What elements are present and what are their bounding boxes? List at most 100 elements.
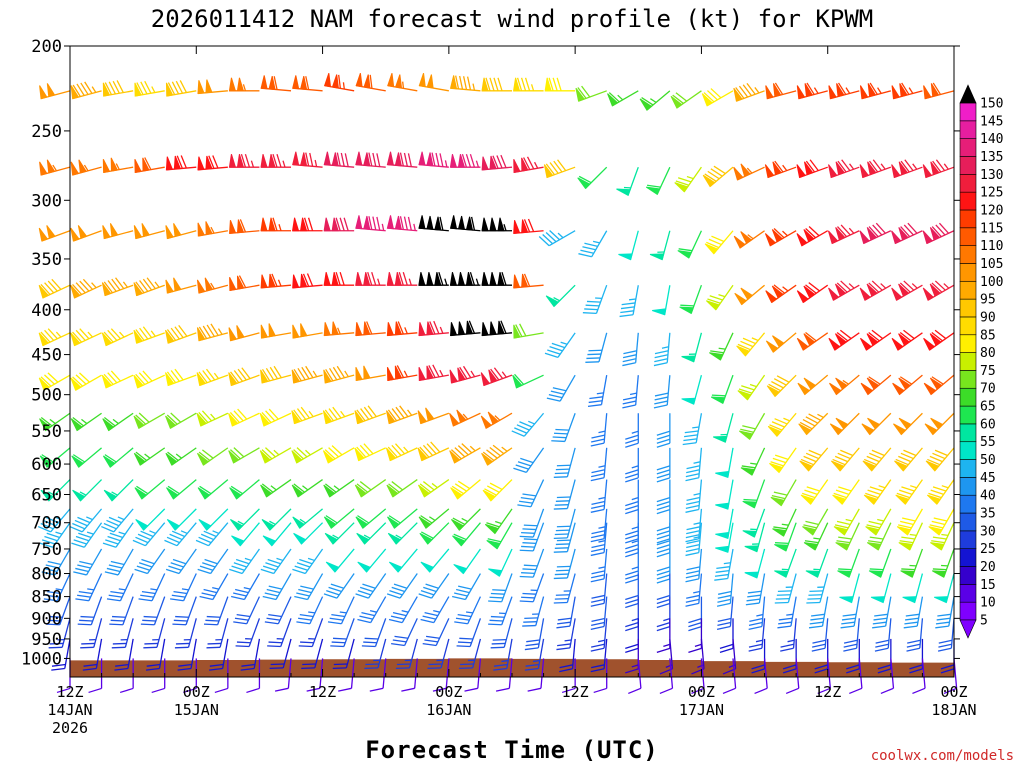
barb-half-flag bbox=[564, 639, 572, 642]
barb-staff bbox=[571, 638, 576, 669]
wind-barb bbox=[863, 479, 892, 505]
barb-full-flag bbox=[656, 621, 671, 628]
barb-half-flag bbox=[598, 540, 606, 543]
barb-pennant bbox=[165, 279, 174, 294]
barb-full-flag bbox=[906, 643, 921, 648]
barb-pennant bbox=[457, 272, 466, 286]
barb-pennant bbox=[740, 467, 756, 476]
barb-pennant bbox=[260, 274, 268, 289]
x-axis-label: Forecast Time (UTC) bbox=[365, 736, 659, 764]
barb-full-flag bbox=[292, 568, 306, 575]
wind-barb bbox=[912, 658, 926, 695]
barb-half-flag bbox=[718, 293, 726, 298]
barb-full-flag bbox=[331, 641, 346, 644]
wind-barb bbox=[233, 596, 261, 625]
barb-full-flag bbox=[174, 646, 189, 649]
barb-full-flag bbox=[719, 647, 734, 653]
barb-full-flag bbox=[488, 623, 502, 626]
barb-full-flag bbox=[75, 567, 89, 573]
barb-full-flag bbox=[489, 482, 503, 491]
barb-full-flag bbox=[520, 457, 534, 464]
barb-full-flag bbox=[268, 614, 282, 618]
wind-barb bbox=[656, 479, 671, 515]
barb-full-flag bbox=[459, 637, 473, 640]
wind-barb bbox=[355, 365, 386, 382]
barb-pennant bbox=[712, 435, 728, 443]
barb-pennant bbox=[387, 532, 402, 545]
barb-pennant bbox=[196, 279, 206, 294]
barb-full-flag bbox=[363, 443, 374, 455]
barb-half-flag bbox=[308, 611, 316, 614]
barb-full-flag bbox=[515, 324, 523, 337]
barb-full-flag bbox=[119, 687, 134, 694]
wind-barb bbox=[70, 328, 102, 347]
wind-barb bbox=[866, 522, 892, 551]
barb-pennant bbox=[300, 76, 308, 90]
barb-pennant bbox=[386, 151, 395, 166]
barb-staff bbox=[309, 596, 324, 625]
barb-full-flag bbox=[268, 408, 279, 420]
barb-full-flag bbox=[553, 476, 568, 478]
wind-barb bbox=[551, 413, 576, 443]
barb-pennant bbox=[803, 161, 814, 176]
barb-full-flag bbox=[296, 621, 310, 625]
barb-staff bbox=[404, 618, 418, 646]
wind-barb bbox=[165, 325, 197, 344]
barb-full-flag bbox=[73, 571, 87, 576]
wind-barb bbox=[798, 412, 829, 436]
barb-pennant bbox=[772, 161, 782, 176]
wind-barb bbox=[590, 596, 608, 630]
barb-full-flag bbox=[905, 613, 920, 617]
colorbar-tick-label: 145 bbox=[980, 114, 1003, 129]
barb-full-flag bbox=[206, 324, 215, 337]
wind-barb bbox=[133, 370, 165, 389]
barb-half-flag bbox=[217, 328, 223, 335]
barb-full-flag bbox=[805, 284, 817, 294]
barb-full-flag bbox=[656, 465, 671, 471]
wind-barb bbox=[737, 374, 766, 401]
barb-half-flag bbox=[912, 163, 918, 170]
wind-barb bbox=[39, 159, 71, 176]
wind-barb bbox=[811, 618, 829, 652]
wind-barb bbox=[482, 479, 513, 502]
barb-full-flag bbox=[898, 524, 912, 529]
wind-barb bbox=[480, 367, 513, 387]
barb-full-flag bbox=[900, 226, 911, 238]
barb-full-flag bbox=[555, 594, 570, 596]
wind-barb bbox=[860, 374, 892, 396]
colorbar-tick-label: 25 bbox=[980, 542, 996, 557]
barb-half-flag bbox=[598, 496, 606, 500]
barb-pennant bbox=[228, 450, 240, 464]
barb-pennant bbox=[891, 287, 903, 301]
barb-pennant bbox=[803, 377, 817, 391]
wind-barb bbox=[744, 522, 766, 553]
barb-pennant bbox=[769, 462, 784, 474]
barb-staff bbox=[635, 375, 639, 406]
barb-staff bbox=[792, 618, 797, 649]
barb-half-flag bbox=[631, 496, 639, 501]
barb-full-flag bbox=[73, 539, 87, 545]
barb-full-flag bbox=[299, 614, 314, 618]
barb-full-flag bbox=[178, 325, 188, 337]
barb-full-flag bbox=[75, 282, 86, 294]
barb-pennant bbox=[701, 93, 714, 107]
wind-barb bbox=[545, 284, 576, 308]
barb-pennant bbox=[39, 418, 52, 432]
barb-pennant bbox=[898, 227, 909, 241]
colorbar-box bbox=[959, 512, 977, 532]
barb-full-flag bbox=[646, 184, 661, 188]
wind-barb bbox=[101, 328, 134, 347]
barb-full-flag bbox=[656, 544, 671, 550]
wind-barb bbox=[828, 82, 860, 100]
barb-full-flag bbox=[684, 430, 699, 434]
barb-full-flag bbox=[174, 326, 184, 339]
wind-barb bbox=[715, 508, 734, 540]
barb-pennant bbox=[70, 332, 81, 347]
wind-barb bbox=[777, 596, 797, 629]
barb-full-flag bbox=[556, 464, 571, 467]
barb-full-flag bbox=[677, 177, 692, 183]
barb-full-flag bbox=[75, 329, 86, 341]
barb-pennant bbox=[386, 272, 394, 286]
barb-pennant bbox=[926, 494, 942, 505]
